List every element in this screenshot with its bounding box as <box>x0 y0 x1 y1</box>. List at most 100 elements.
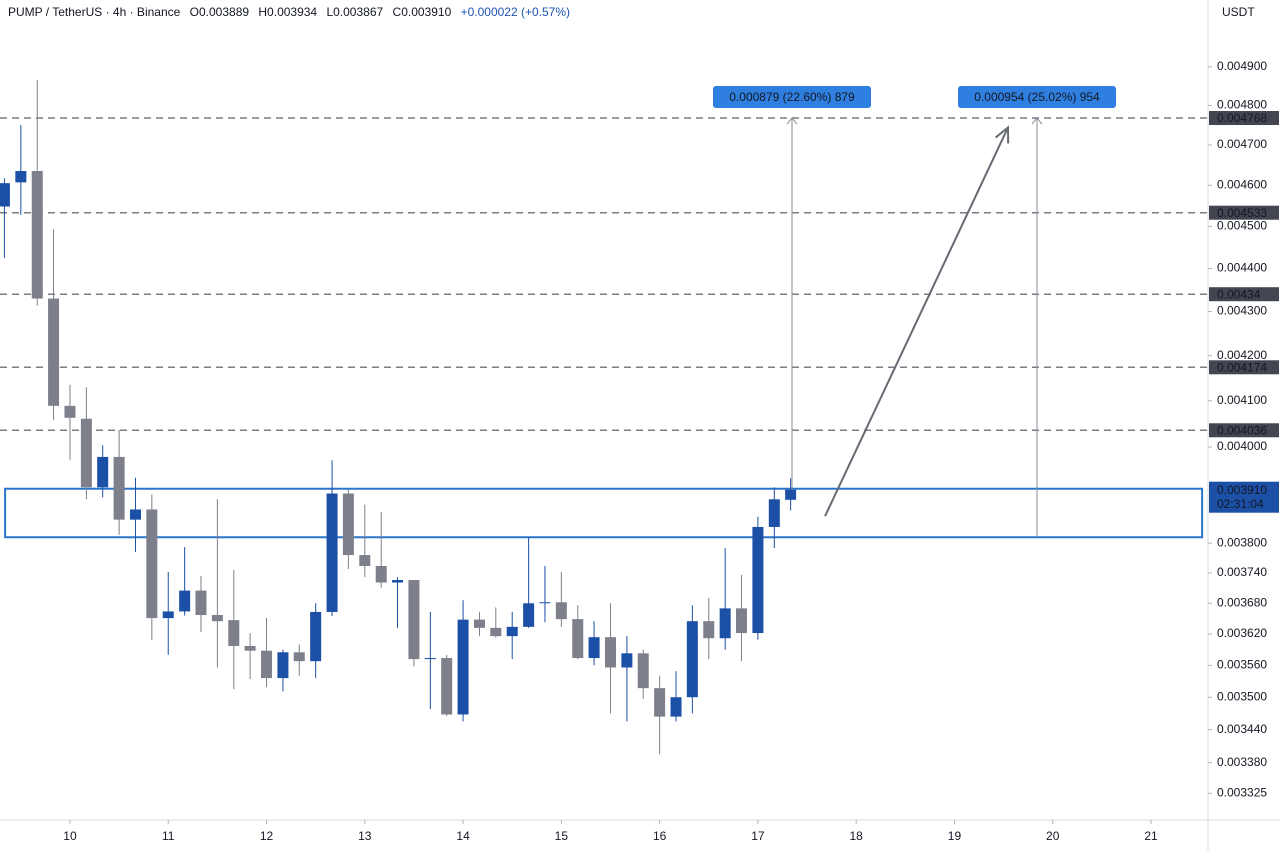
candle-body <box>719 608 731 639</box>
x-tick-label: 17 <box>751 829 765 843</box>
x-tick-label: 21 <box>1144 829 1158 843</box>
candle-body <box>555 602 567 620</box>
candle-body <box>31 171 43 299</box>
y-tick-label: 0.004100 <box>1217 393 1267 407</box>
x-tick-label: 10 <box>63 829 77 843</box>
candle-body <box>326 493 338 612</box>
x-tick-label: 13 <box>358 829 372 843</box>
ohlc-open: O0.003889 <box>189 5 250 19</box>
candle-body <box>113 456 125 520</box>
arrow <box>824 127 1009 517</box>
candle-body <box>686 621 698 698</box>
candle-body <box>572 619 584 659</box>
candle-body <box>588 637 600 659</box>
last-price-box <box>1209 481 1279 513</box>
candle-body <box>703 621 715 639</box>
candle-body <box>654 688 666 717</box>
candle-body <box>506 626 518 637</box>
y-tick-label: 0.003560 <box>1217 658 1267 672</box>
arrowhead <box>994 125 1010 144</box>
ohlc-high: H0.003934 <box>258 5 318 19</box>
candle-body <box>670 697 682 717</box>
level-label: 0.00434 <box>1217 287 1261 301</box>
level-label-box <box>1209 111 1279 126</box>
candle-body <box>457 619 469 715</box>
x-tick-label: 16 <box>653 829 667 843</box>
y-tick-label: 0.004400 <box>1217 261 1267 275</box>
candle-body <box>539 602 551 604</box>
measure-label: 0.000954 (25.02%) 954 <box>974 90 1100 104</box>
y-tick-label: 0.003325 <box>1217 786 1267 800</box>
ohlc-close: C0.003910 <box>392 5 452 19</box>
candle-body <box>64 405 76 418</box>
measure-arrowhead <box>786 117 798 125</box>
y-tick-label: 0.004600 <box>1217 177 1267 191</box>
candle-body <box>637 653 649 689</box>
y-tick-label: 0.004000 <box>1217 439 1267 453</box>
candle-body <box>97 456 109 488</box>
level-label-box <box>1209 287 1279 302</box>
candle-body <box>244 646 256 651</box>
y-tick-label: 0.004300 <box>1217 304 1267 318</box>
candle-body <box>130 509 142 520</box>
level-label: 0.004768 <box>1217 111 1267 125</box>
candle-body <box>408 580 420 660</box>
chart-header: PUMP / TetherUS · 4h · Binance O0.003889… <box>8 5 576 19</box>
y-tick-label: 0.003620 <box>1217 626 1267 640</box>
x-tick-label: 12 <box>260 829 274 843</box>
candle-body <box>785 489 797 500</box>
level-label-box <box>1209 423 1279 438</box>
candle-body <box>0 183 10 207</box>
candle-body <box>359 555 371 566</box>
candle-body <box>342 493 354 556</box>
y-tick-label: 0.004900 <box>1217 59 1267 73</box>
measure-label: 0.000879 (22.60%) 879 <box>729 90 855 104</box>
candle-body <box>735 608 747 634</box>
last-price-label: 0.003910 <box>1217 483 1267 497</box>
y-tick-label: 0.003800 <box>1217 535 1267 549</box>
zone <box>4 487 1204 539</box>
candle-body <box>523 603 535 627</box>
candle-body <box>15 171 27 183</box>
y-tick-label: 0.003500 <box>1217 689 1267 703</box>
candle-body <box>146 509 158 619</box>
level-label: 0.004174 <box>1217 360 1267 374</box>
symbol: PUMP / TetherUS · 4h · Binance <box>8 5 181 19</box>
candle-body <box>621 653 633 668</box>
candle-body <box>179 590 191 612</box>
y-tick-label: 0.003440 <box>1217 722 1267 736</box>
x-tick-label: 14 <box>456 829 470 843</box>
y-tick-label: 0.004800 <box>1217 98 1267 112</box>
x-tick-label: 20 <box>1046 829 1060 843</box>
currency-label: USDT <box>1222 5 1255 19</box>
ohlc-low: L0.003867 <box>326 5 384 19</box>
candle-body <box>293 652 305 662</box>
level-label: 0.004533 <box>1217 206 1267 220</box>
measure-arrowhead <box>1031 117 1043 125</box>
candle-body <box>310 611 322 662</box>
candle-body <box>261 650 273 679</box>
candle-body <box>228 620 240 647</box>
candle-body <box>375 565 387 583</box>
y-tick-label: 0.004700 <box>1217 137 1267 151</box>
level-label-box <box>1209 360 1279 375</box>
x-tick-label: 11 <box>162 829 175 843</box>
candle-body <box>277 652 289 679</box>
x-tick-label: 19 <box>948 829 962 843</box>
candle-body <box>490 627 502 637</box>
change: +0.000022 (+0.57%) <box>460 5 571 19</box>
candle-body <box>768 499 780 527</box>
x-tick-label: 15 <box>555 829 569 843</box>
y-tick-label: 0.004200 <box>1217 348 1267 362</box>
level-label: 0.004036 <box>1217 423 1267 437</box>
measure-label-box <box>958 86 1117 109</box>
candle-body <box>473 619 485 628</box>
candle-body <box>752 526 764 634</box>
y-tick-label: 0.003380 <box>1217 755 1267 769</box>
candle-body <box>211 615 223 622</box>
candle-body <box>441 658 453 715</box>
y-tick-label: 0.004500 <box>1217 219 1267 233</box>
level-label-box <box>1209 205 1279 220</box>
